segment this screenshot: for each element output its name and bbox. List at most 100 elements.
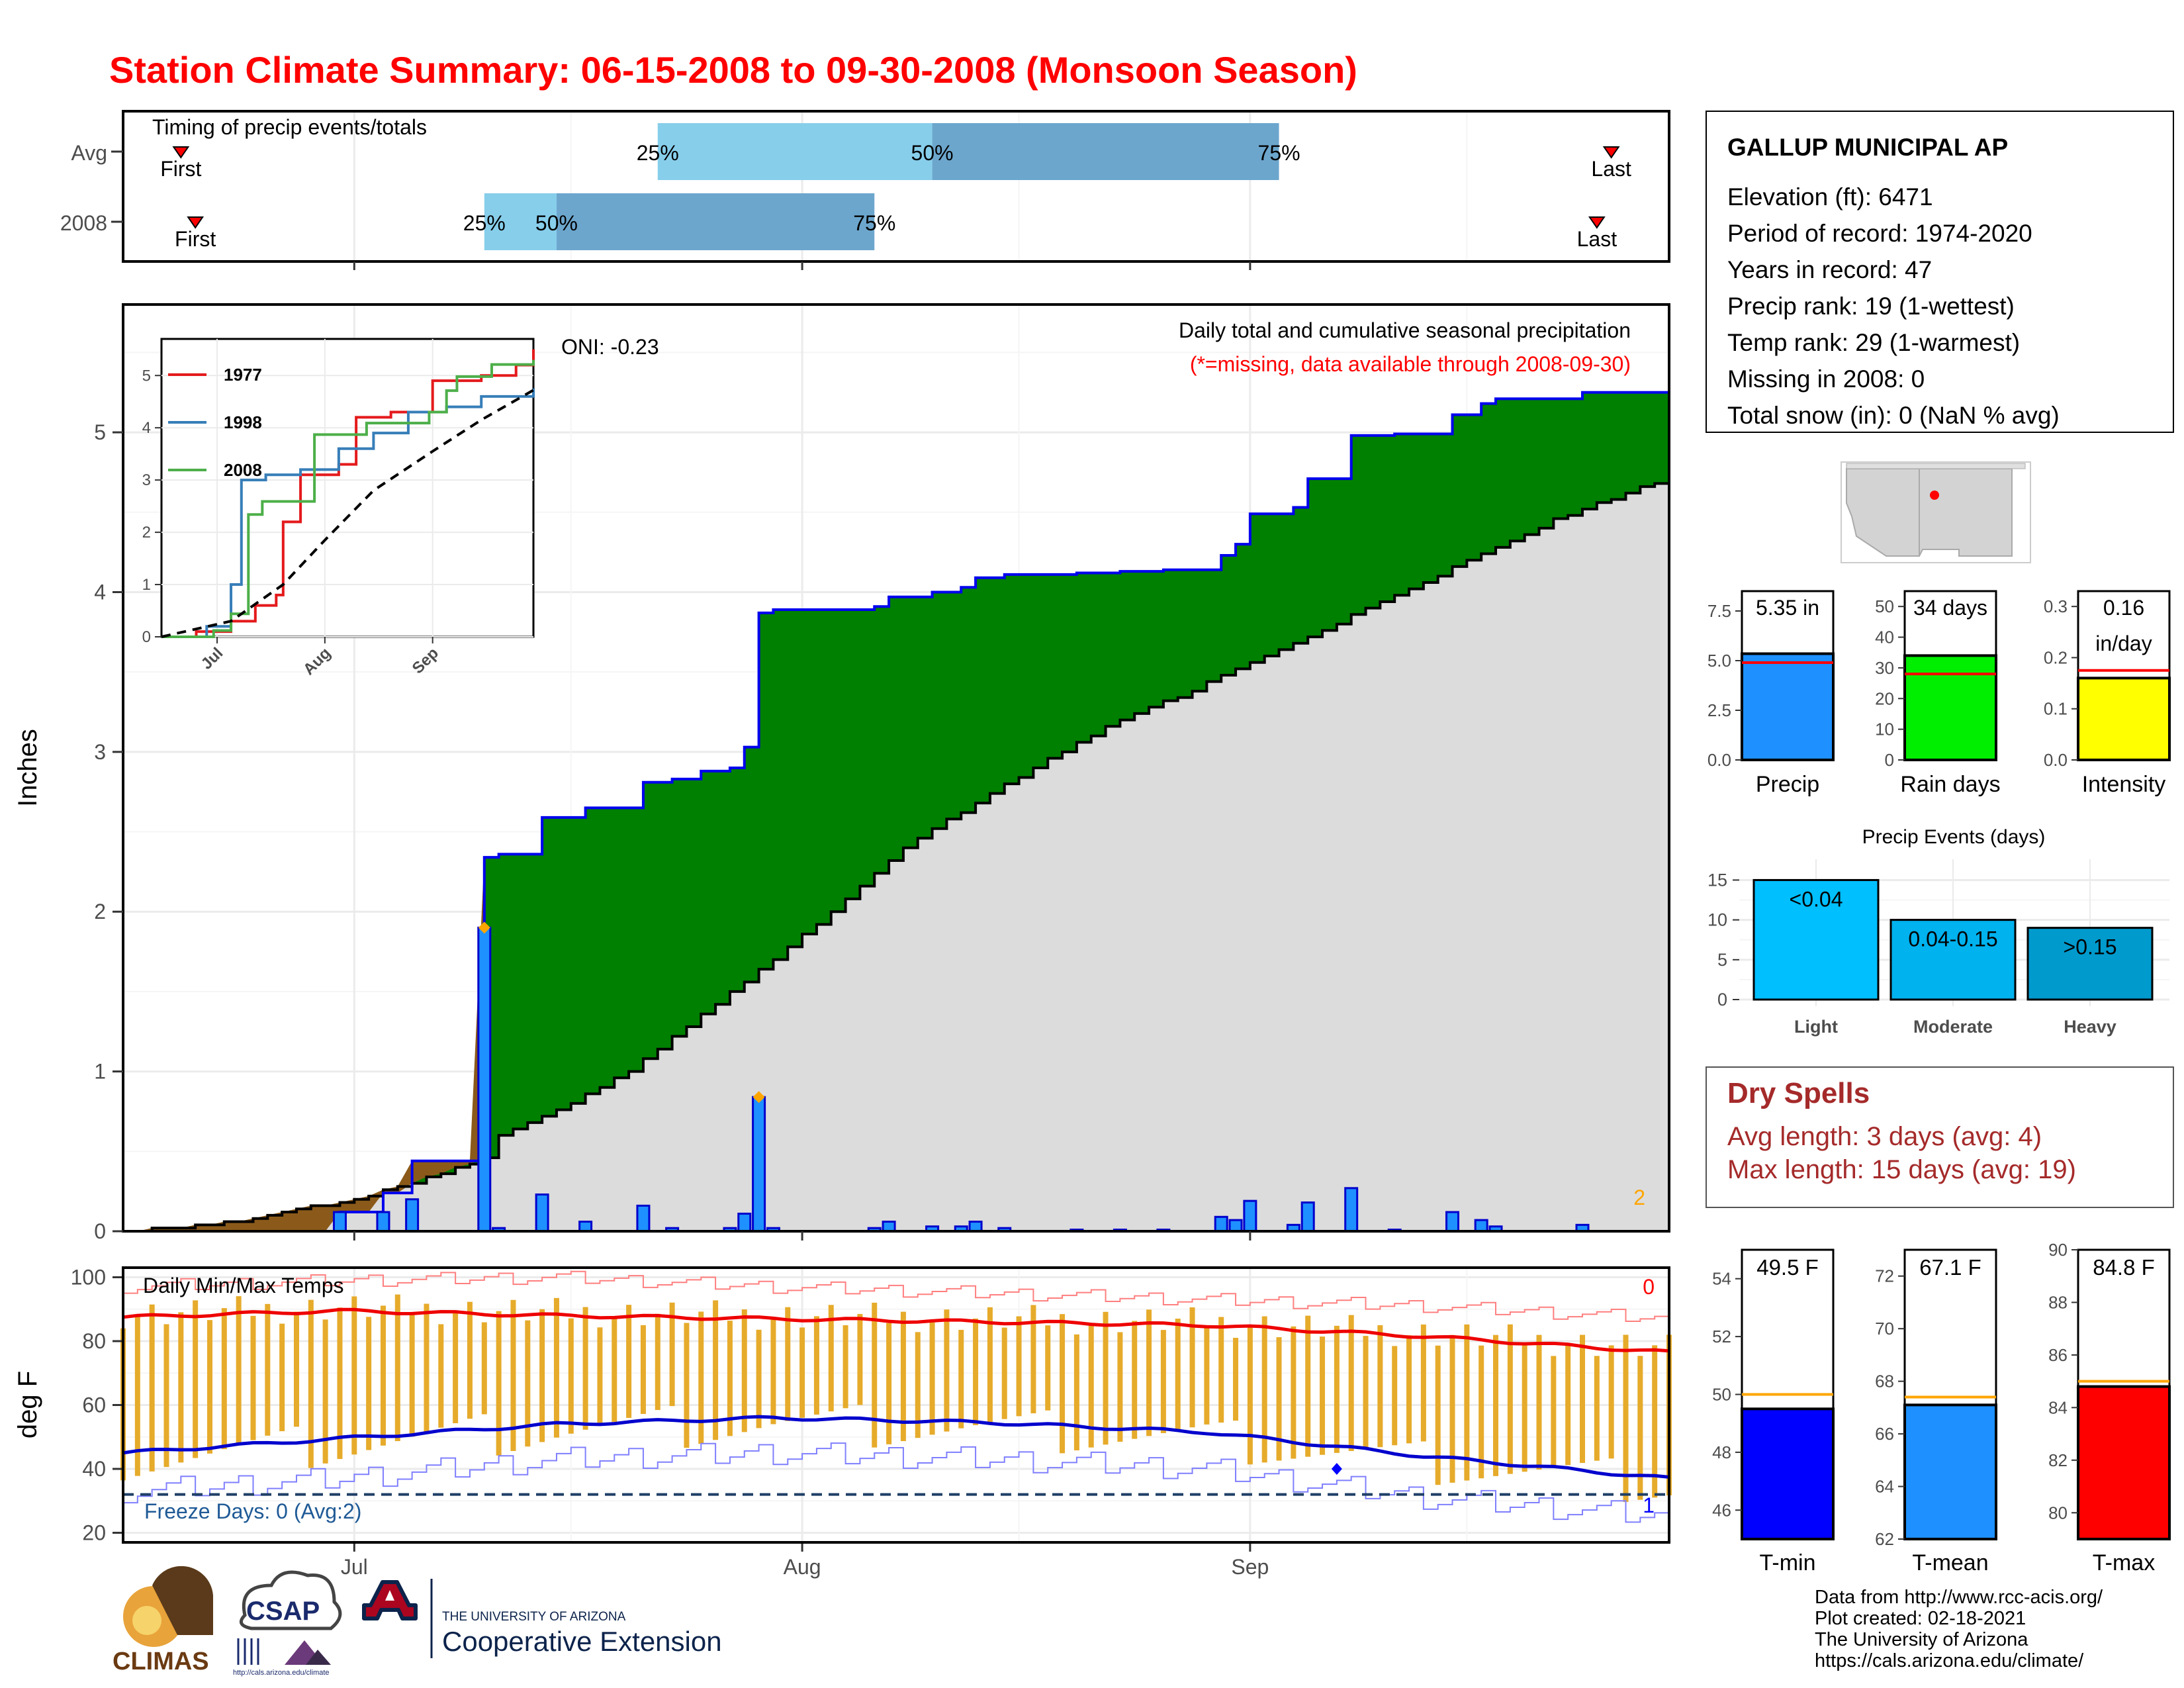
yr-last-label: Last: [1577, 227, 1617, 251]
csap-url: http://cals.arizona.edu/climate: [233, 1669, 330, 1677]
station-info-line: Precip rank: 19 (1-wettest): [1727, 293, 2015, 320]
daily-temp-bar: [872, 1302, 878, 1448]
daily-temp-bar: [1218, 1317, 1224, 1423]
temp-y-tick-label: 80: [82, 1329, 106, 1353]
daily-precip-bar: [1344, 1187, 1359, 1233]
daily-temp-bar: [1507, 1324, 1513, 1474]
daily-temp-bar: [1334, 1325, 1340, 1453]
daily-temp-bar: [1536, 1335, 1542, 1470]
ua-line-2: Cooperative Extension: [442, 1626, 722, 1657]
daily-temp-bar: [1623, 1335, 1629, 1503]
daily-temp-bar: [1565, 1345, 1571, 1466]
gauge-tick-label: 30: [1875, 658, 1894, 678]
daily-temp-bar: [857, 1313, 863, 1405]
daily-precip-bar: [737, 1212, 752, 1233]
dry-spells-max: Max length: 15 days (avg: 19): [1727, 1155, 2076, 1184]
inset-line-2008: [161, 359, 535, 638]
daily-temp-bar: [1189, 1307, 1195, 1428]
daily-temp-bar: [1016, 1316, 1022, 1417]
avg-min-line: [122, 1415, 1670, 1479]
tgauge-bar-t-max: [2077, 1385, 2171, 1540]
events-bar-label: <0.04: [1790, 887, 1843, 911]
temp-ylabel: deg F: [13, 1371, 42, 1438]
daily-precip-bar: [968, 1221, 983, 1233]
gauge-value-intensity: 0.16: [2103, 596, 2144, 620]
avg-p25-label: 25%: [637, 141, 679, 165]
events-y-tick-label: 0: [1717, 990, 1727, 1009]
gauge-tick-label: 0.0: [2044, 750, 2068, 770]
daily-temp-bar: [727, 1321, 733, 1436]
tgauge-value: 49.5 F: [1756, 1255, 1819, 1280]
climas-wordmark: CLIMAS: [113, 1648, 209, 1675]
daily-temp-bar: [900, 1311, 906, 1442]
precip-events-chart: Precip Events (days) <0.04 Light 0.04-0.15…: [1707, 826, 2169, 1037]
daily-precip-bar: [752, 1096, 766, 1233]
inset-line-1998: [161, 389, 535, 638]
daily-temp-bar: [178, 1312, 184, 1463]
gauge-value-raindays: 34 days: [1913, 596, 1987, 620]
cumulative-avg-area: [123, 477, 1669, 1231]
daily-precip-bar: [578, 1221, 593, 1233]
daily-temp-bar: [813, 1316, 819, 1415]
gauge-tick-label: 0: [1885, 750, 1894, 770]
daily-temp-bar: [1320, 1336, 1326, 1455]
gauge-value-unit-intensity: in/day: [2095, 632, 2152, 655]
tgauge-tick-label: 68: [1875, 1372, 1894, 1391]
inset-y-tick-label: 4: [142, 419, 151, 437]
daily-temp-bar: [944, 1309, 950, 1432]
events-bar-heavy: [2026, 927, 2154, 1001]
temp-x-tick-label: Aug: [784, 1555, 821, 1579]
daily-temp-bar: [409, 1315, 415, 1437]
daily-temp-bar: [424, 1303, 430, 1432]
daily-temp-bar: [1088, 1323, 1094, 1448]
events-category-label: Heavy: [2064, 1017, 2116, 1037]
timing-title: Timing of precip events/totals: [152, 115, 427, 139]
daily-temp-bar: [279, 1323, 285, 1432]
events-title: Precip Events (days): [1862, 826, 2046, 848]
yr-bar-25-50: [484, 193, 557, 250]
daily-temp-bar: [250, 1315, 256, 1440]
daily-temp-bar: [1160, 1330, 1166, 1433]
station-info: GALLUP MUNICIPAL AP Elevation (ft): 6471…: [1706, 111, 2174, 433]
y-tick-label: 1: [94, 1060, 106, 1084]
daily-temp-bar: [206, 1320, 212, 1454]
daily-temp-bar: [958, 1329, 964, 1429]
gauge-tick-label: 20: [1875, 688, 1894, 708]
daily-temp-bar: [1493, 1335, 1499, 1476]
daily-temp-bar: [453, 1313, 459, 1424]
yr-p25-label: 25%: [463, 211, 506, 235]
temp-top-count: 0: [1643, 1275, 1655, 1299]
daily-temp-bar: [1261, 1316, 1267, 1463]
daily-precip-bar: [477, 926, 492, 1233]
daily-temp-bar: [1392, 1346, 1398, 1446]
daily-temp-bar: [698, 1311, 704, 1444]
daily-temp-bar: [481, 1322, 487, 1415]
gauge-tick-label: 7.5: [1707, 601, 1731, 621]
avg-p50-label: 50%: [911, 141, 954, 165]
daily-temp-bar: [1117, 1332, 1123, 1442]
daily-precip-bar: [405, 1198, 420, 1233]
daily-temp-bar: [366, 1317, 372, 1450]
daily-temp-bar: [640, 1325, 646, 1415]
gauge-tick-label: 2.5: [1707, 700, 1731, 720]
daily-temp-bar: [1247, 1327, 1253, 1465]
credit-line-created: Plot created: 02-18-2021: [1815, 1608, 2026, 1629]
record-low-marker: [1331, 1463, 1342, 1476]
credit-line-data: Data from http://www.rcc-acis.org/: [1815, 1587, 2103, 1608]
station-info-line: Missing in 2008: 0: [1727, 365, 1925, 393]
daily-temp-bar: [626, 1305, 632, 1418]
ua-logo: THE UNIVERSITY OF ARIZONA Cooperative Ex…: [362, 1579, 722, 1658]
daily-temp-bar: [1146, 1309, 1152, 1436]
daily-precip-bar: [376, 1211, 390, 1233]
y-tick-label: 3: [94, 740, 106, 764]
daily-temp-bar: [496, 1311, 502, 1456]
daily-temp-bar: [582, 1307, 588, 1430]
daily-temp-bar: [380, 1305, 386, 1446]
daily-precip-bar: [1300, 1201, 1315, 1233]
daily-temp-bar: [1204, 1327, 1210, 1425]
y-tick-label: 4: [94, 580, 106, 604]
gauge-tick-label: 40: [1875, 628, 1894, 647]
record-min-line: [123, 1442, 1670, 1523]
